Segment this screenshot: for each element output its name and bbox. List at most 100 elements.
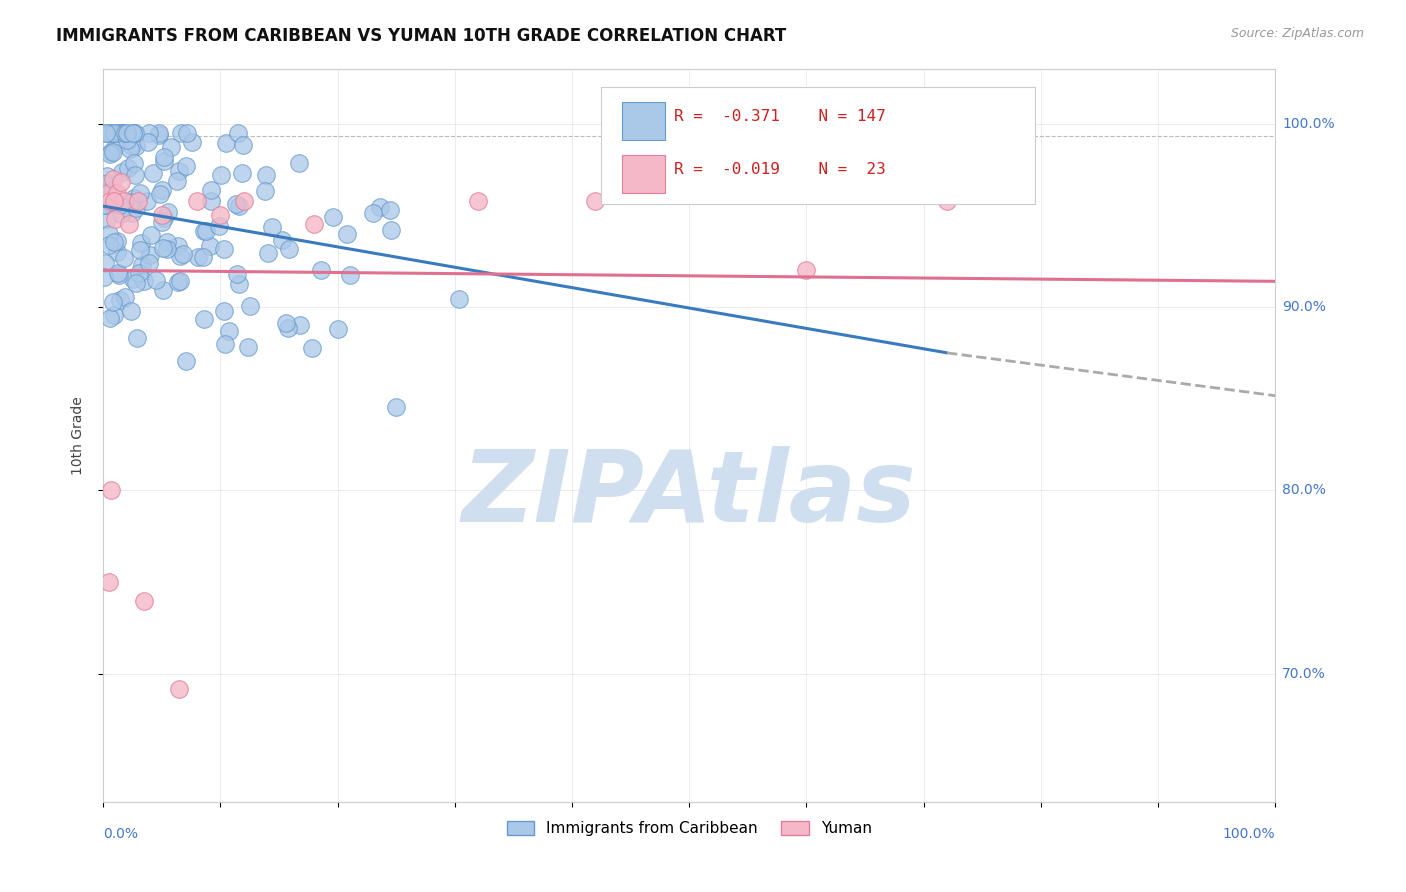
Point: [96, 169, 118, 183]
Point: [124, 126, 146, 140]
Point: [112, 194, 135, 208]
Point: [339, 268, 361, 283]
Point: [124, 168, 146, 182]
Point: [149, 187, 172, 202]
Point: [200, 194, 222, 209]
Point: [97, 238, 120, 252]
Point: [152, 241, 174, 255]
Point: [115, 133, 138, 147]
Text: 0.0%: 0.0%: [103, 827, 138, 841]
Point: [142, 165, 165, 179]
Point: [212, 303, 235, 318]
Point: [218, 325, 240, 339]
Point: [278, 242, 301, 256]
Point: [225, 267, 247, 281]
Point: [336, 227, 359, 241]
Point: [232, 194, 254, 208]
Point: [302, 218, 325, 232]
Point: [132, 274, 155, 288]
Point: [150, 215, 173, 229]
Point: [122, 155, 145, 169]
Point: [277, 321, 299, 335]
Point: [239, 299, 262, 313]
Point: [103, 308, 125, 322]
Point: [93, 198, 115, 212]
Point: [936, 194, 959, 208]
Point: [105, 234, 128, 248]
Text: 100.0%: 100.0%: [1282, 117, 1334, 130]
Point: [148, 126, 170, 140]
Point: [117, 161, 139, 175]
Point: [124, 202, 146, 216]
Point: [94, 256, 117, 270]
Point: [103, 235, 125, 249]
Point: [301, 341, 323, 355]
Point: [125, 277, 148, 291]
Point: [236, 340, 259, 354]
Point: [153, 150, 176, 164]
Point: [103, 194, 125, 208]
Point: [148, 128, 170, 142]
Point: [181, 135, 204, 149]
Point: [98, 575, 121, 590]
Point: [98, 311, 121, 326]
Point: [114, 290, 136, 304]
Point: [96, 126, 118, 140]
Point: [276, 316, 298, 330]
Point: [152, 283, 174, 297]
Point: [200, 183, 222, 197]
Point: [257, 246, 280, 260]
Point: [122, 126, 145, 140]
Point: [110, 165, 132, 179]
Point: [447, 293, 470, 307]
Point: [128, 243, 150, 257]
Point: [328, 322, 350, 336]
Text: 90.0%: 90.0%: [1282, 300, 1326, 314]
Point: [194, 224, 217, 238]
Point: [108, 293, 131, 307]
Point: [131, 258, 153, 272]
Text: R =  -0.371    N = 147: R = -0.371 N = 147: [673, 110, 886, 124]
Point: [134, 593, 156, 607]
Point: [214, 336, 236, 351]
FancyBboxPatch shape: [602, 87, 1035, 204]
Point: [322, 210, 344, 224]
Point: [107, 268, 129, 283]
Point: [228, 126, 250, 140]
Point: [209, 208, 232, 222]
Legend: Immigrants from Caribbean, Yuman: Immigrants from Caribbean, Yuman: [501, 814, 877, 842]
Text: ZIPAtlas: ZIPAtlas: [461, 446, 917, 542]
Point: [166, 174, 188, 188]
Point: [110, 207, 132, 221]
Point: [191, 251, 214, 265]
Point: [170, 126, 193, 140]
Point: [115, 126, 138, 140]
Point: [107, 266, 129, 280]
Point: [120, 194, 142, 209]
Point: [152, 153, 174, 168]
Point: [156, 242, 179, 256]
Point: [176, 126, 198, 140]
Point: [108, 126, 131, 140]
Text: 100.0%: 100.0%: [1223, 827, 1275, 841]
Point: [287, 156, 309, 170]
Point: [169, 249, 191, 263]
Point: [208, 219, 231, 233]
Point: [169, 681, 191, 696]
Point: [214, 243, 236, 257]
Point: [98, 126, 121, 140]
Point: [135, 194, 157, 209]
Point: [385, 400, 408, 414]
Point: [260, 220, 283, 235]
Point: [110, 175, 132, 189]
Point: [120, 304, 142, 318]
Point: [108, 126, 131, 140]
Point: [110, 198, 132, 212]
Text: IMMIGRANTS FROM CARIBBEAN VS YUMAN 10TH GRADE CORRELATION CHART: IMMIGRANTS FROM CARIBBEAN VS YUMAN 10TH …: [56, 27, 786, 45]
Point: [145, 273, 167, 287]
Point: [253, 184, 276, 198]
Point: [231, 166, 253, 180]
Point: [118, 195, 141, 210]
Point: [103, 126, 125, 140]
Point: [174, 353, 197, 368]
